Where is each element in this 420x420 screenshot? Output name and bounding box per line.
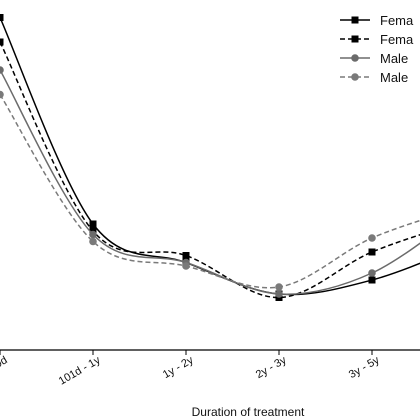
data-point — [275, 290, 283, 298]
data-point — [182, 262, 190, 270]
legend-label: Male — [380, 51, 408, 66]
legend-marker — [351, 73, 359, 81]
data-point — [0, 14, 4, 21]
data-point — [0, 66, 4, 74]
x-tick-label: 0d — [0, 354, 9, 371]
series-layer — [0, 14, 420, 301]
x-axis-title: Duration of treatment — [192, 405, 305, 419]
legend-label: Fema — [380, 32, 414, 47]
x-tick-label: 1y - 2y — [161, 354, 196, 381]
data-point — [89, 230, 97, 239]
data-point — [89, 237, 97, 246]
data-point — [0, 90, 4, 99]
legend: Fema Fema Male Male — [340, 13, 414, 85]
legend-marker — [351, 35, 359, 43]
legend-item: Male — [340, 51, 408, 66]
data-point — [368, 276, 376, 284]
data-point — [368, 234, 376, 242]
x-tick-label: 3y - 5y — [347, 354, 382, 381]
data-point — [89, 220, 97, 228]
legend-item: Male — [340, 70, 408, 85]
data-point — [275, 283, 283, 291]
series-4 — [0, 90, 420, 291]
legend-marker — [351, 54, 359, 62]
series-line — [0, 69, 420, 295]
data-point — [368, 269, 376, 277]
data-point — [368, 248, 376, 256]
legend-label: Fema — [380, 13, 414, 28]
data-point — [0, 38, 4, 46]
legend-item: Fema — [340, 13, 414, 28]
legend-item: Fema — [340, 32, 414, 47]
legend-marker — [351, 16, 359, 24]
series-line — [0, 41, 420, 299]
data-point — [182, 252, 190, 259]
x-tick-label: 2y - 3y — [254, 354, 289, 381]
x-tick-label: 101d - 1y — [57, 354, 103, 388]
legend-label: Male — [380, 70, 408, 85]
series-3 — [0, 66, 420, 298]
